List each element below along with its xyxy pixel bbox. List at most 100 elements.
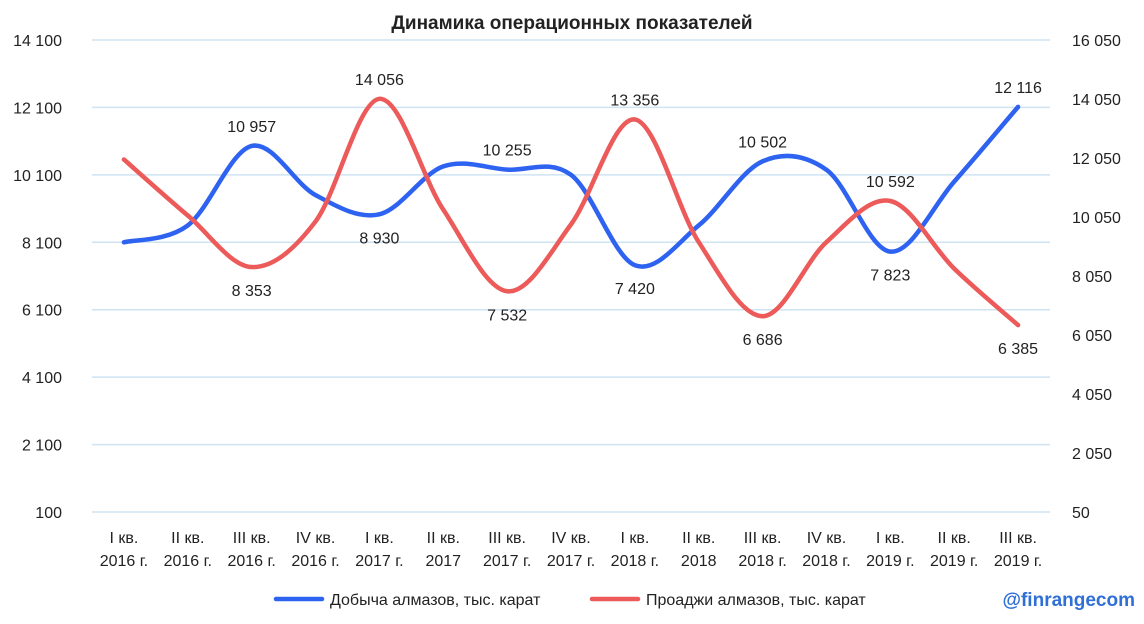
x-tick-label-quarter: IV кв. bbox=[296, 530, 336, 547]
data-point bbox=[1016, 104, 1021, 109]
data-label: 10 502 bbox=[738, 134, 787, 151]
data-point bbox=[185, 213, 190, 218]
y-right-tick-label: 6 050 bbox=[1072, 328, 1112, 345]
x-tick-label-year: 2018 г. bbox=[802, 553, 850, 570]
data-point bbox=[441, 164, 446, 169]
x-tick-label-quarter: III кв. bbox=[999, 530, 1037, 547]
y-right-tick-label: 10 050 bbox=[1072, 210, 1121, 227]
y-right-tick-label: 12 050 bbox=[1072, 151, 1121, 168]
data-label: 10 592 bbox=[866, 174, 915, 191]
y-left-tick-label: 8 100 bbox=[22, 235, 62, 252]
data-label: 13 356 bbox=[610, 92, 659, 109]
y-right-tick-label: 50 bbox=[1072, 505, 1090, 522]
data-point bbox=[313, 219, 318, 224]
x-tick-label-year: 2019 г. bbox=[866, 553, 914, 570]
y-left-tick-label: 4 100 bbox=[22, 370, 62, 387]
data-point bbox=[313, 193, 318, 198]
y-left-tick-label: 2 100 bbox=[22, 438, 62, 455]
x-tick-label-year: 2016 г. bbox=[100, 553, 148, 570]
data-label: 7 823 bbox=[870, 268, 910, 285]
data-label: 7 420 bbox=[615, 281, 655, 298]
data-label: 7 532 bbox=[487, 307, 527, 324]
x-tick-label-year: 2017 г. bbox=[483, 553, 531, 570]
data-point bbox=[952, 179, 957, 184]
data-label: 14 056 bbox=[355, 72, 404, 89]
y-right-tick-label: 8 050 bbox=[1072, 269, 1112, 286]
x-tick-label-quarter: II кв. bbox=[938, 530, 971, 547]
series-layer bbox=[121, 96, 1021, 328]
data-point bbox=[632, 117, 637, 122]
right-axis: 50 2 050 4 050 6 050 8 050 10 050 12 050 14 050… bbox=[1072, 33, 1121, 522]
data-point bbox=[185, 223, 190, 228]
x-tick-label-quarter: I кв. bbox=[876, 530, 905, 547]
watermark-text: @finrangecom bbox=[1002, 590, 1135, 611]
data-point bbox=[569, 222, 573, 227]
x-tick-label-year: 2018 г. bbox=[611, 553, 659, 570]
y-right-tick-label: 14 050 bbox=[1072, 92, 1121, 109]
x-tick-label-quarter: II кв. bbox=[682, 530, 715, 547]
data-point bbox=[760, 159, 765, 164]
data-point bbox=[952, 266, 957, 271]
x-tick-label-quarter: III кв. bbox=[233, 530, 271, 547]
x-tick-label-year: 2018 г. bbox=[738, 553, 786, 570]
y-left-tick-label: 6 100 bbox=[22, 303, 62, 320]
data-point bbox=[377, 212, 382, 217]
legend-label-2: Проаджи алмазов, тыс. карат bbox=[646, 592, 866, 609]
x-tick-label-year: 2018 bbox=[681, 553, 717, 570]
y-left-tick-label: 100 bbox=[35, 505, 62, 522]
x-tick-label-quarter: I кв. bbox=[110, 530, 139, 547]
x-tick-label-year: 2016 г. bbox=[291, 553, 339, 570]
x-tick-label-year: 2019 г. bbox=[994, 553, 1042, 570]
chart-title: Динамика операционных показателей bbox=[391, 13, 752, 34]
series-line-1 bbox=[121, 104, 1021, 269]
x-tick-label-quarter: III кв. bbox=[744, 530, 782, 547]
y-right-tick-label: 2 050 bbox=[1072, 446, 1112, 463]
data-point bbox=[569, 172, 573, 177]
y-left-tick-label: 12 100 bbox=[13, 100, 62, 117]
data-point bbox=[377, 96, 382, 101]
data-point bbox=[249, 143, 254, 148]
legend-label-1: Добыча алмазов, тыс. карат bbox=[330, 592, 541, 609]
data-label-layer: 10 957 8 930 10 255 7 420 10 502 7 823 12 116 8… bbox=[227, 72, 1042, 358]
data-label: 8 353 bbox=[232, 283, 272, 300]
data-label: 10 957 bbox=[227, 119, 276, 136]
x-tick-label-year: 2019 г. bbox=[930, 553, 978, 570]
x-tick-label-quarter: I кв. bbox=[365, 530, 394, 547]
data-point bbox=[696, 240, 701, 245]
x-axis: I кв. 2016 г. II кв. 2016 г. III кв. 2016 г. I… bbox=[100, 530, 1043, 570]
x-tick-label-year: 2016 г. bbox=[227, 553, 275, 570]
data-point bbox=[249, 265, 254, 270]
data-point bbox=[824, 167, 829, 172]
data-point bbox=[888, 249, 893, 254]
y-right-tick-label: 4 050 bbox=[1072, 387, 1112, 404]
data-point bbox=[760, 314, 765, 319]
x-tick-label-quarter: II кв. bbox=[171, 530, 204, 547]
data-label: 12 116 bbox=[994, 80, 1042, 97]
data-point bbox=[441, 207, 446, 212]
x-tick-label-year: 2017 г. bbox=[355, 553, 403, 570]
x-tick-label-year: 2017 bbox=[425, 553, 461, 570]
data-label: 10 255 bbox=[483, 143, 532, 160]
y-left-tick-label: 14 100 bbox=[13, 33, 62, 50]
x-tick-label-year: 2016 г. bbox=[164, 553, 212, 570]
x-tick-label-quarter: I кв. bbox=[620, 530, 649, 547]
data-point bbox=[824, 240, 829, 245]
data-point bbox=[696, 223, 701, 228]
data-label: 8 930 bbox=[359, 230, 399, 247]
x-tick-label-quarter: IV кв. bbox=[807, 530, 847, 547]
y-right-tick-label: 16 050 bbox=[1072, 33, 1121, 50]
data-point bbox=[632, 263, 637, 268]
data-point bbox=[888, 199, 893, 204]
data-point bbox=[121, 240, 126, 245]
x-tick-label-quarter: III кв. bbox=[488, 530, 526, 547]
legend: Добыча алмазов, тыс. карат Проаджи алмазо… bbox=[273, 592, 866, 609]
left-axis: 100 2 100 4 100 6 100 8 100 10 100 12 100 14 10… bbox=[13, 33, 62, 522]
data-point bbox=[505, 167, 510, 172]
x-tick-label-quarter: IV кв. bbox=[551, 530, 591, 547]
x-tick-label-quarter: II кв. bbox=[427, 530, 460, 547]
data-point bbox=[121, 157, 126, 162]
x-tick-label-year: 2017 г. bbox=[547, 553, 595, 570]
data-label: 6 686 bbox=[743, 332, 783, 349]
